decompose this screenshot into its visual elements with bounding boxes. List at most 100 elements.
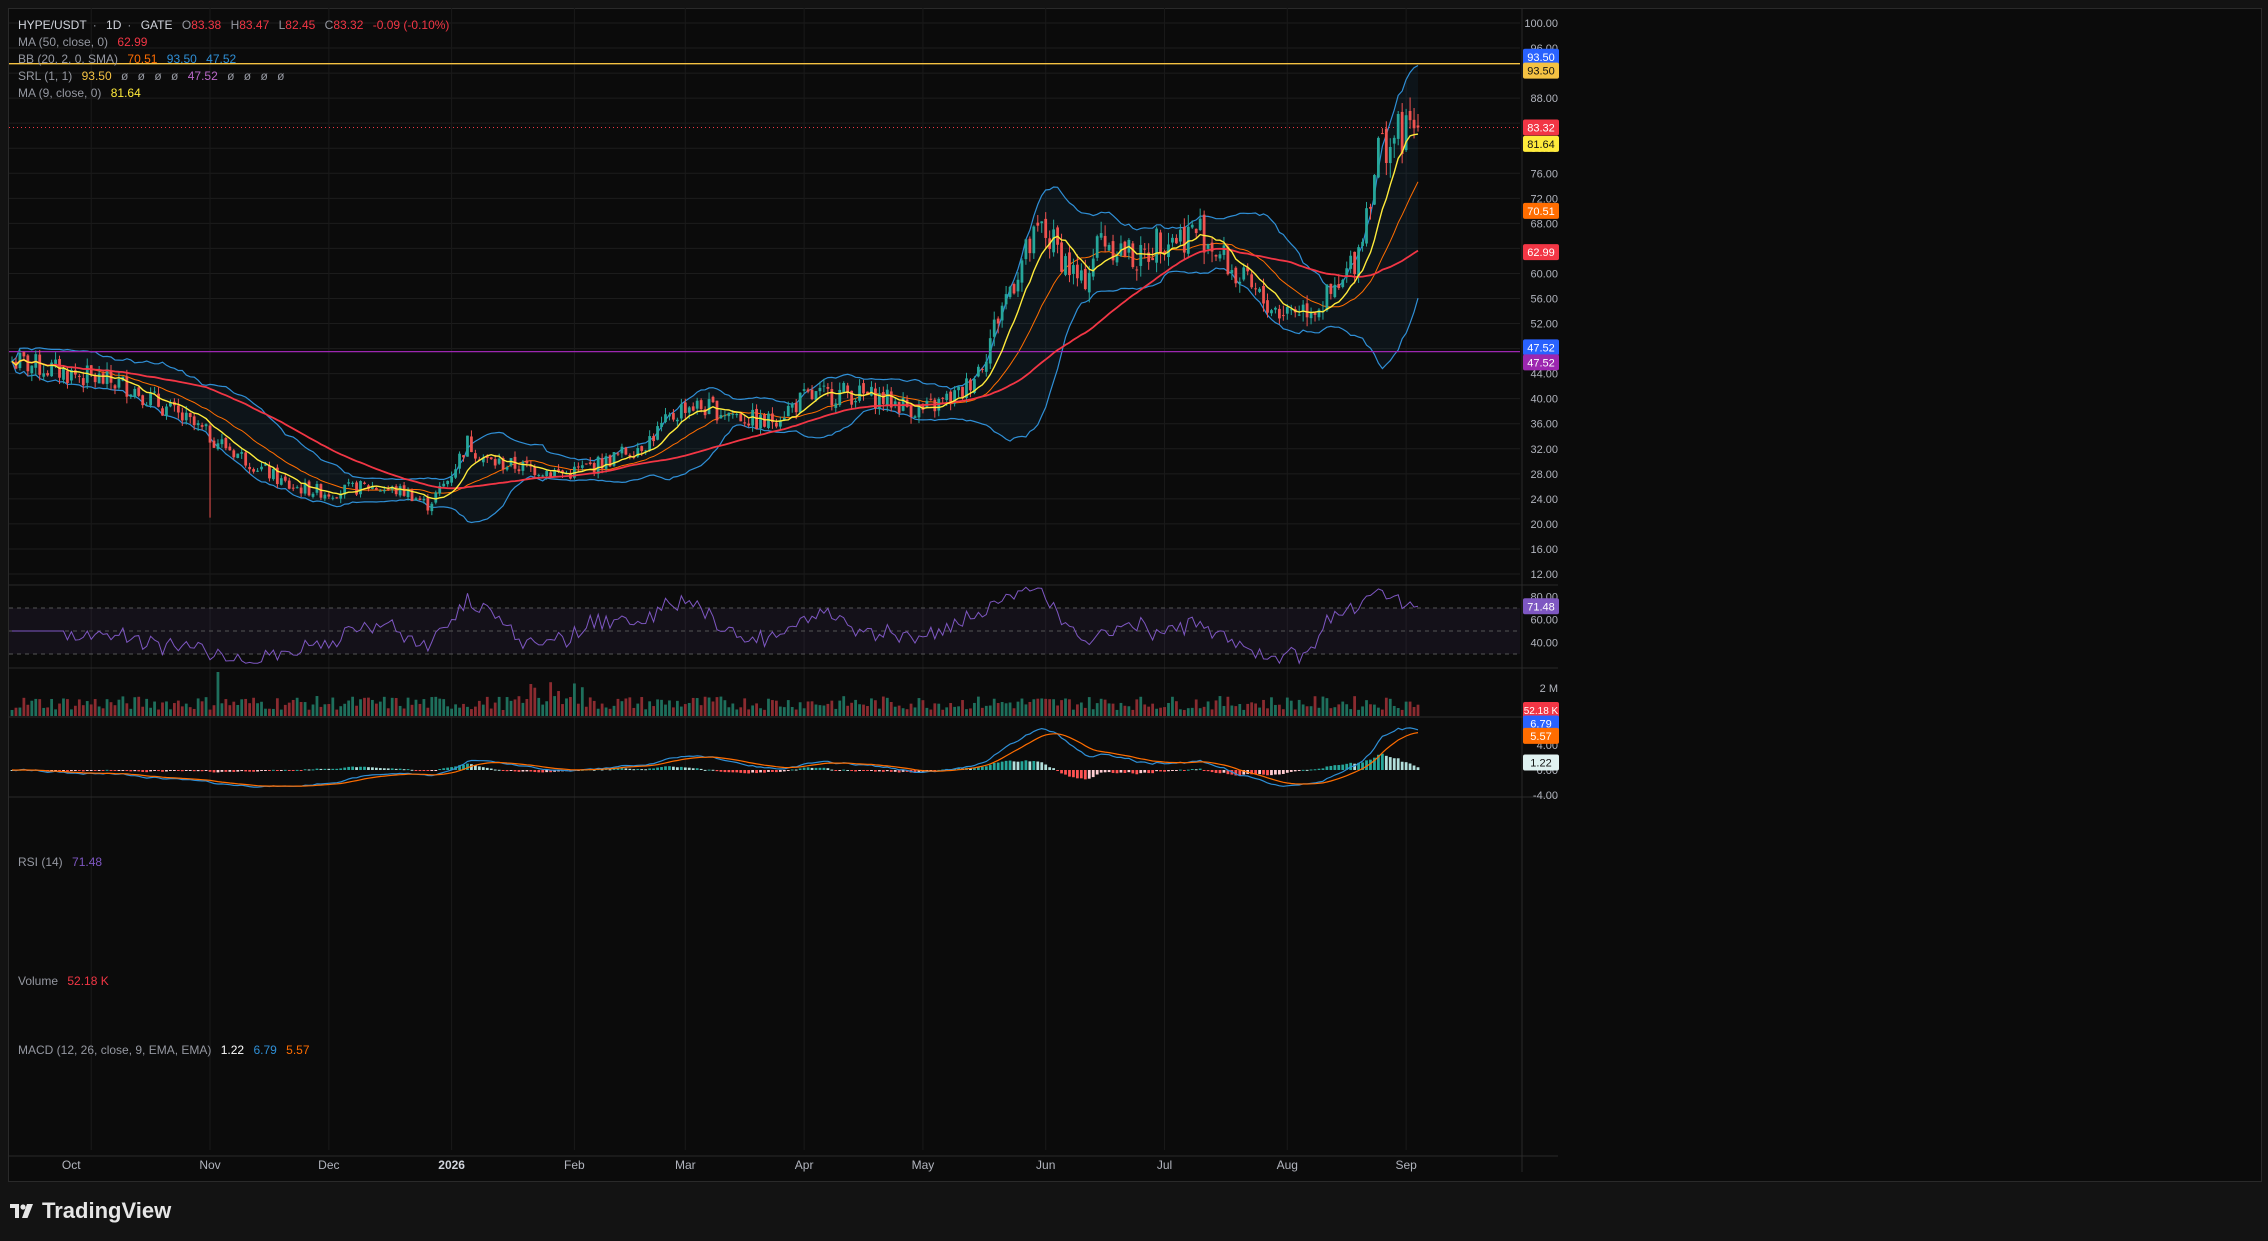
candle-body — [588, 462, 592, 465]
candle-body — [525, 460, 529, 464]
volume-bar — [1143, 704, 1147, 716]
volume-bar — [1222, 705, 1226, 716]
volume-bar — [1127, 706, 1131, 716]
volume-bar — [719, 696, 723, 716]
srl-value-1: 93.50 — [81, 69, 112, 83]
macd-histogram-bar — [1024, 760, 1028, 770]
macd-histogram-bar — [224, 770, 228, 772]
chart-canvas[interactable]: 100.0096.0092.0088.0084.0080.0076.0072.0… — [0, 0, 2268, 1190]
ma50-legend[interactable]: MA (50, close, 0) 62.99 — [18, 34, 153, 50]
macd-histogram-bar — [537, 770, 541, 773]
price-tick-label: 40.00 — [1530, 394, 1558, 406]
macd-histogram-bar — [355, 767, 358, 770]
volume-bar — [422, 699, 426, 716]
macd-histogram-bar — [1068, 770, 1071, 777]
volume-bar — [1064, 698, 1067, 716]
srl-legend[interactable]: SRL (1, 1) 93.50 ø ø ø ø 47.52 ø ø ø ø — [18, 68, 291, 84]
macd-badge-label: 1.22 — [1530, 758, 1551, 770]
candle-body — [1281, 315, 1285, 317]
volume-bar — [1214, 700, 1218, 716]
candle-body — [664, 414, 667, 423]
volume-bar — [343, 703, 347, 716]
macd-histogram-bar — [905, 770, 909, 772]
candle-body — [228, 446, 232, 451]
volume-bar — [810, 701, 814, 716]
macd-hist-value: 1.22 — [220, 1043, 245, 1057]
candle-body — [1412, 119, 1416, 129]
volume-bar — [85, 701, 89, 716]
volume-bar — [113, 705, 117, 716]
macd-histogram-bar — [398, 768, 402, 770]
volume-bar — [953, 706, 957, 716]
candle-body — [248, 466, 252, 470]
macd-histogram-bar — [695, 768, 699, 770]
macd-histogram-bar — [248, 770, 252, 772]
macd-histogram-bar — [275, 770, 279, 771]
candle-body — [1167, 244, 1170, 258]
candle-body — [46, 373, 50, 376]
volume-label: Volume — [18, 974, 59, 988]
macd-histogram-bar — [204, 770, 208, 771]
ma9-legend[interactable]: MA (9, close, 0) 81.64 — [18, 85, 147, 101]
macd-histogram-bar — [1190, 769, 1194, 771]
candle-body — [842, 382, 846, 393]
volume-bar — [1103, 699, 1107, 716]
rsi-legend[interactable]: RSI (14) 71.48 — [18, 854, 108, 870]
candle-body — [1396, 113, 1400, 139]
candle-body — [1254, 288, 1258, 290]
volume-bar — [1301, 704, 1305, 716]
macd-histogram-bar — [767, 770, 770, 772]
macd-histogram-bar — [1194, 769, 1198, 771]
volume-bar — [10, 709, 14, 716]
volume-bar — [363, 697, 366, 716]
candle-body — [42, 373, 46, 377]
volume-bar — [818, 705, 822, 716]
candle-body — [1373, 174, 1376, 205]
volume-bar — [14, 707, 18, 716]
candle-body — [1000, 305, 1004, 321]
macd-legend[interactable]: MACD (12, 26, close, 9, EMA, EMA) 1.22 6… — [18, 1042, 316, 1058]
candle-body — [73, 370, 77, 375]
volume-bar — [850, 702, 854, 716]
candle-body — [216, 443, 220, 450]
volume-bar — [881, 696, 885, 716]
candle-body — [616, 453, 620, 455]
macd-histogram-bar — [1380, 753, 1384, 770]
volume-bar — [386, 708, 390, 716]
candle-body — [640, 446, 644, 451]
candle-body — [1159, 232, 1162, 253]
volume-bar — [1024, 704, 1028, 716]
candle-body — [442, 483, 446, 487]
volume-bar — [794, 709, 798, 716]
macd-histogram-bar — [592, 769, 596, 771]
tradingview-logo[interactable]: TradingView — [10, 1196, 171, 1226]
volume-bar — [941, 709, 945, 716]
macd-histogram-bar — [1365, 760, 1368, 770]
macd-histogram-bar — [343, 767, 347, 770]
volume-bar — [224, 699, 228, 716]
candle-body — [917, 406, 921, 418]
candle-body — [268, 465, 271, 479]
candle-body — [1234, 267, 1238, 284]
macd-histogram-bar — [881, 770, 885, 772]
interval-label[interactable]: 1D — [106, 18, 122, 32]
macd-histogram-bar — [533, 770, 537, 773]
candle-body — [1028, 238, 1032, 254]
volume-bar — [1293, 709, 1297, 716]
symbol-name[interactable]: HYPE/USDT — [18, 18, 87, 32]
volume-bar — [129, 708, 133, 716]
volume-bar — [1400, 709, 1404, 716]
candle-body — [648, 436, 652, 451]
candle-body — [493, 459, 497, 466]
volume-bar — [866, 706, 869, 716]
macd-histogram-bar — [1281, 770, 1285, 774]
volume-legend[interactable]: Volume 52.18 K — [18, 973, 115, 989]
candles — [10, 97, 1420, 518]
volume-bar — [252, 697, 255, 716]
bb-legend[interactable]: BB (20, 2, 0, SMA) 70.51 93.50 47.52 — [18, 51, 242, 67]
volume-bar — [1317, 707, 1321, 716]
candle-body — [1139, 244, 1143, 266]
volume-bar — [493, 702, 497, 716]
macd-histogram-bar — [93, 770, 97, 771]
volume-bar — [561, 704, 564, 716]
